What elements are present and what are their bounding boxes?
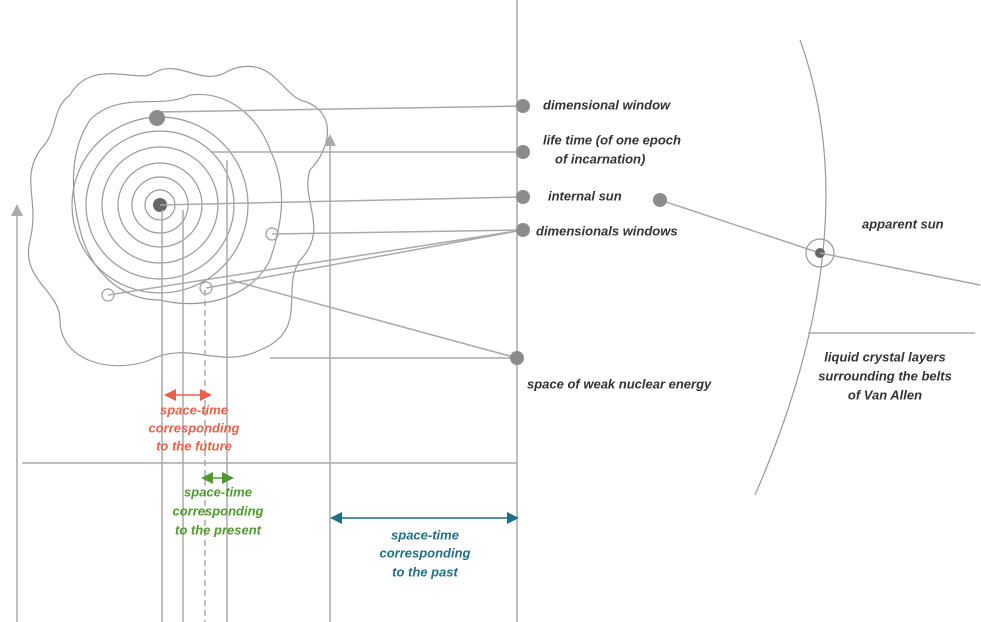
label: to the future xyxy=(156,438,232,453)
label: corresponding xyxy=(172,503,263,518)
label: of Van Allen xyxy=(848,387,922,402)
label: dimensionals windows xyxy=(536,223,678,238)
label: corresponding xyxy=(379,545,470,560)
label: apparent sun xyxy=(862,216,944,231)
label: corresponding xyxy=(148,420,239,435)
label: space-time xyxy=(160,402,228,417)
label: of incarnation) xyxy=(555,151,645,166)
label: to the past xyxy=(392,564,458,579)
label: dimensional window xyxy=(543,97,671,112)
label: life time (of one epoch xyxy=(543,132,681,147)
label: to the present xyxy=(175,522,262,537)
label: space-time xyxy=(391,527,459,542)
sketch xyxy=(11,0,981,622)
label: space-time xyxy=(184,484,252,499)
label: liquid crystal layers xyxy=(824,349,945,364)
label: surrounding the belts xyxy=(818,368,952,383)
label: space of weak nuclear energy xyxy=(527,376,712,391)
labels: dimensional window life time (of one epo… xyxy=(148,97,951,579)
label: internal sun xyxy=(548,188,622,203)
